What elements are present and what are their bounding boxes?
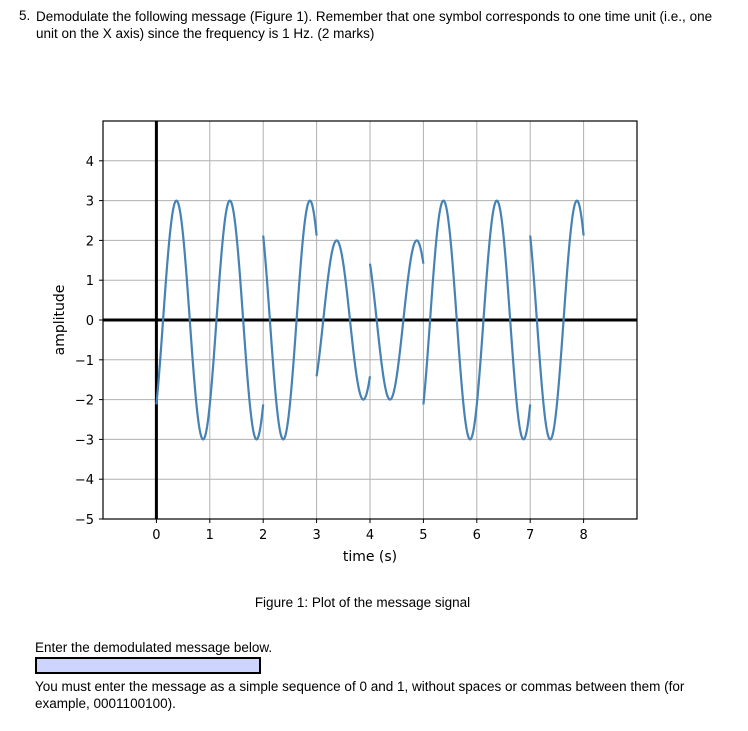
svg-text:4: 4 bbox=[366, 528, 374, 543]
svg-text:−4: −4 bbox=[75, 473, 94, 488]
x-axis-ticks: 0 1 2 3 4 5 6 7 8 bbox=[152, 519, 588, 543]
svg-text:3: 3 bbox=[312, 528, 320, 543]
question-number: 5. bbox=[19, 8, 31, 23]
svg-text:0: 0 bbox=[86, 314, 94, 329]
svg-text:8: 8 bbox=[579, 528, 587, 543]
signal-line bbox=[155, 199, 585, 441]
svg-text:−1: −1 bbox=[75, 354, 94, 369]
figure-caption: Figure 1: Plot of the message signal bbox=[254, 595, 471, 610]
answer-instruction: You must enter the message as a simple s… bbox=[35, 679, 685, 711]
y-axis-ticks: −5 −4 −3 −2 −1 0 1 2 3 4 bbox=[75, 155, 103, 528]
svg-text:2: 2 bbox=[259, 528, 267, 543]
answer-input[interactable] bbox=[35, 657, 261, 674]
svg-text:1: 1 bbox=[86, 274, 94, 289]
y-axis-label: amplitude bbox=[52, 285, 68, 356]
x-axis-label: time (s) bbox=[343, 549, 397, 565]
svg-text:0: 0 bbox=[152, 528, 160, 543]
svg-text:2: 2 bbox=[86, 234, 94, 249]
chart-zero-axes bbox=[103, 121, 637, 519]
svg-text:−2: −2 bbox=[75, 394, 94, 409]
svg-text:6: 6 bbox=[473, 528, 481, 543]
svg-text:1: 1 bbox=[206, 528, 214, 543]
answer-label: Enter the demodulated message below. bbox=[35, 640, 273, 655]
svg-text:−3: −3 bbox=[75, 433, 94, 448]
message-signal-chart: 0 1 2 3 4 5 6 7 8 −5 −4 −3 −2 −1 0 1 2 3 4 time (s) ampli… bbox=[52, 120, 638, 565]
svg-text:−5: −5 bbox=[75, 513, 94, 528]
svg-text:7: 7 bbox=[526, 528, 534, 543]
question-text: Demodulate the following message (Figure… bbox=[36, 9, 713, 41]
svg-text:3: 3 bbox=[86, 195, 94, 210]
svg-text:5: 5 bbox=[419, 528, 427, 543]
svg-text:4: 4 bbox=[86, 155, 94, 170]
